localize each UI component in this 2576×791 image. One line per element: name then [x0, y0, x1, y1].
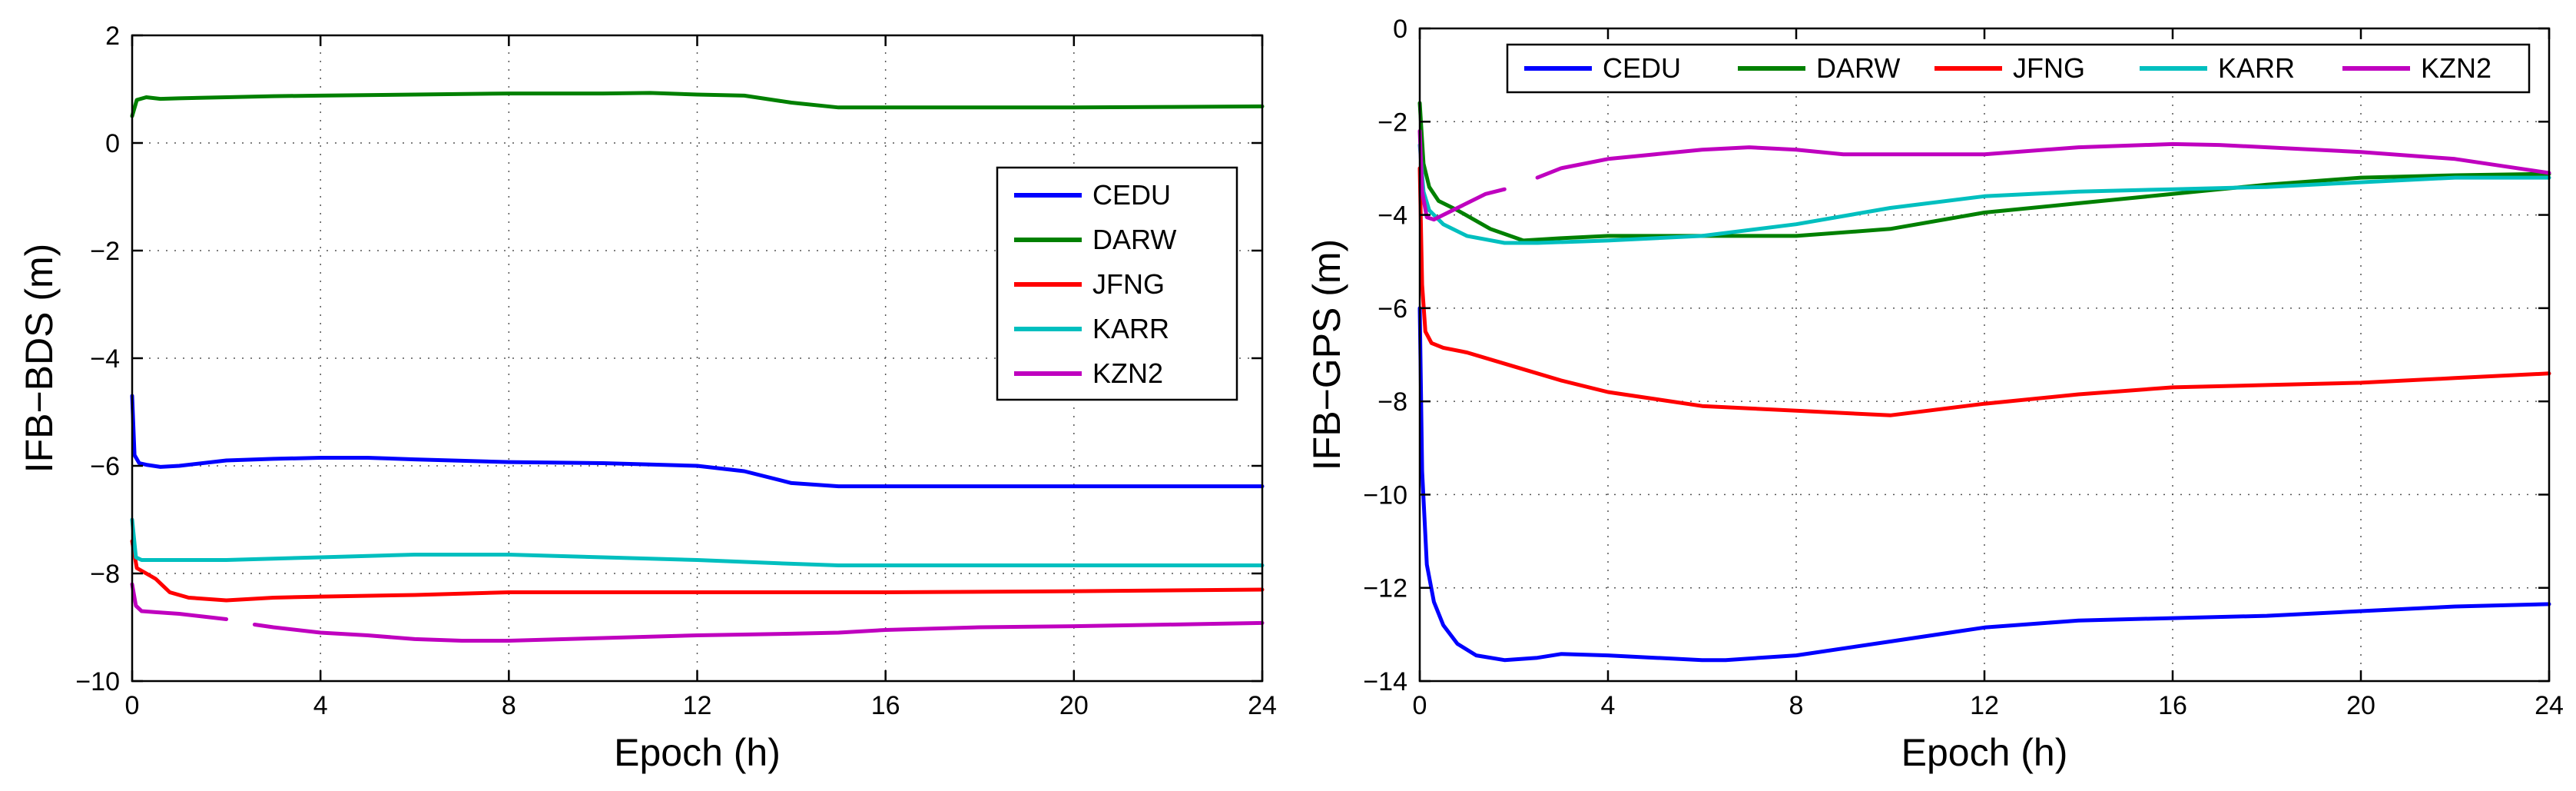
legend-label-kzn2: KZN2	[1092, 357, 1163, 389]
x-tick-label: 24	[1248, 691, 1277, 720]
legend-label-karr: KARR	[1092, 313, 1169, 344]
x-tick-label: 0	[125, 691, 140, 720]
legend-label-darw: DARW	[1092, 224, 1176, 255]
series-line-darw	[130, 91, 1265, 118]
x-tick-label: 20	[1059, 691, 1089, 720]
x-tick-label: 24	[2535, 691, 2564, 720]
legend-label-kzn2: KZN2	[2421, 52, 2491, 84]
x-tick-label: 16	[2158, 691, 2187, 720]
y-tick-label: −4	[90, 344, 120, 374]
legend: CEDU DARW JFNG KARR KZN2	[1506, 43, 2531, 94]
series-line-darw	[1417, 101, 2551, 243]
x-tick-label: 12	[683, 691, 712, 720]
series-group	[130, 91, 1265, 643]
grid	[1420, 28, 2549, 681]
y-tick-label: −4	[1378, 201, 1407, 231]
x-tick-label: 12	[1970, 691, 1999, 720]
y-axis-label: IFB−GPS (m)	[1305, 239, 1348, 470]
y-tick-label: −2	[1378, 108, 1407, 137]
y-tick-label: −12	[1363, 574, 1407, 603]
y-tick-label: −6	[90, 452, 120, 481]
y-tick-label: 0	[1393, 15, 1407, 44]
x-tick-label: 20	[2346, 691, 2375, 720]
y-tick-label: −8	[90, 560, 120, 589]
series-group	[1417, 101, 2551, 663]
series-line-kzn2	[1417, 128, 2551, 222]
y-tick-label: −10	[75, 667, 120, 696]
legend-label-jfng: JFNG	[1092, 268, 1165, 300]
legend-label-cedu: CEDU	[1603, 52, 1681, 84]
series-line-karr	[130, 517, 1265, 567]
series-line-kzn2	[130, 582, 1265, 643]
series-line-jfng	[130, 539, 1265, 603]
x-tick-label: 0	[1413, 691, 1427, 720]
x-tick-label: 4	[313, 691, 328, 720]
chart-ifb-gps: 0 4 8 12 16 20 24 −14 −12 −10 −8 −6 −4 −2 0 Epoch (h) IF…	[1305, 15, 2564, 774]
x-tick-label: 4	[1601, 691, 1616, 720]
series-line-cedu	[1417, 306, 2551, 663]
legend: CEDU DARW JFNG KARR KZN2	[996, 166, 1238, 401]
ticks: 0 4 8 12 16 20 24 −10 −8 −6 −4 −2 0 2	[75, 22, 1277, 720]
legend-label-karr: KARR	[2218, 52, 2295, 84]
x-tick-label: 8	[502, 691, 516, 720]
y-tick-label: −6	[1378, 294, 1407, 324]
y-tick-label: 0	[105, 129, 120, 158]
series-line-karr	[1417, 143, 2551, 245]
legend-label-darw: DARW	[1816, 52, 1900, 84]
ticks: 0 4 8 12 16 20 24 −14 −12 −10 −8 −6 −4 −2 0	[1363, 15, 2564, 720]
x-axis-label: Epoch (h)	[1901, 731, 2068, 774]
y-tick-label: −10	[1363, 480, 1407, 510]
series-line-cedu	[130, 394, 1265, 489]
x-axis-label: Epoch (h)	[614, 731, 781, 774]
y-axis-label: IFB−BDS (m)	[18, 244, 61, 474]
y-tick-label: −14	[1363, 667, 1407, 696]
y-tick-label: 2	[105, 22, 120, 51]
x-tick-label: 16	[871, 691, 900, 720]
y-tick-label: −8	[1378, 387, 1407, 417]
series-line-jfng	[1417, 166, 2551, 417]
y-tick-label: −2	[90, 237, 120, 266]
legend-label-cedu: CEDU	[1092, 179, 1171, 211]
legend-label-jfng: JFNG	[2013, 52, 2085, 84]
x-tick-label: 8	[1789, 691, 1804, 720]
chart-ifb-bds: 0 4 8 12 16 20 24 −10 −8 −6 −4 −2 0 2 Epoch (h) IFB−BDS…	[18, 22, 1277, 774]
axes-frame	[1418, 27, 2551, 683]
